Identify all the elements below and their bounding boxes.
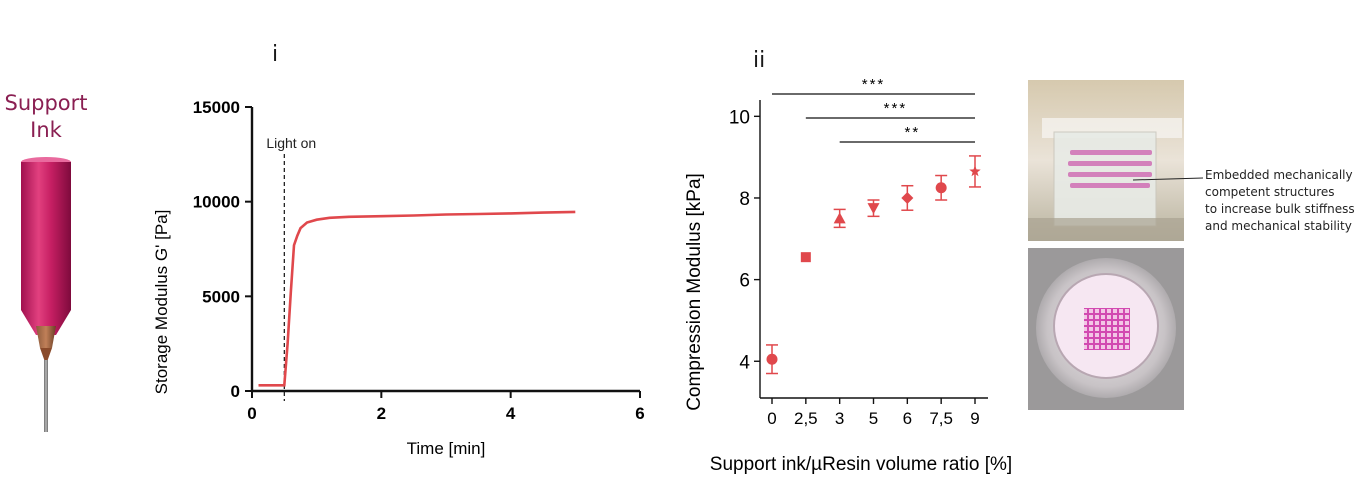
panel-label-ii: ii: [753, 48, 766, 73]
panel-label-i: i: [272, 42, 279, 67]
chart2-x-tick-label: 5: [869, 409, 878, 428]
top-view-photo: [1028, 248, 1184, 410]
data-point: [901, 191, 914, 204]
significance-label: ***: [862, 76, 886, 93]
chart2-points: [766, 155, 981, 375]
chart1-ylabel: Storage Modulus G' [Pa]: [152, 210, 171, 395]
light-on-label: Light on: [266, 135, 316, 151]
annotation-line1: Embedded mechanically: [1205, 168, 1353, 182]
chart1-axes: [250, 107, 640, 393]
chart2-y-tick-label: 4: [739, 352, 750, 373]
chart2-x-tick-label: 9: [970, 409, 979, 428]
chart2-ticks: 4 6 8 10 0 2,5 3 5 6 7,5 9: [729, 107, 980, 428]
data-point: [833, 212, 846, 224]
chart2-ylabel: Compression Modulus [kPa]: [684, 173, 705, 411]
chart2-x-tick-label: 3: [835, 409, 844, 428]
support-ink-title: Support Ink: [0, 90, 92, 144]
annotation-text: Embedded mechanically competent structur…: [1205, 167, 1355, 235]
chart2-xlabel: Support ink/µResin volume ratio [%]: [710, 454, 1012, 475]
support-ink-title-line1: Support: [4, 91, 88, 115]
data-point: [800, 252, 811, 263]
data-point: [969, 165, 981, 177]
annotation-pointer: [1133, 177, 1204, 181]
chart2-x-tick-label: 7,5: [929, 409, 953, 428]
data-point: [766, 353, 778, 365]
storage-modulus-series-line: [258, 210, 576, 387]
significance-label: ***: [884, 100, 908, 117]
chart1-xlabel: Time [min]: [407, 439, 486, 458]
chart1-y-tick-label: 5000: [202, 287, 240, 306]
chart2-axes: [759, 100, 988, 399]
data-point: [867, 203, 880, 215]
chart1-x-tick-label: 0: [247, 404, 256, 423]
significance-bars: ********: [772, 76, 975, 143]
chart2-y-tick-label: 8: [739, 189, 750, 210]
annotation-line3: to increase bulk stiffness: [1205, 202, 1355, 216]
syringe-illustration: [21, 157, 71, 432]
annotation-line4: and mechanical stability: [1205, 219, 1352, 233]
chart2-x-tick-label: 0: [767, 409, 776, 428]
support-ink-title-line2: Ink: [30, 118, 62, 142]
chart2-x-tick-label: 6: [903, 409, 912, 428]
chart1-x-tick-label: 4: [506, 404, 516, 423]
significance-label: **: [904, 124, 920, 141]
chart2-y-tick-label: 10: [729, 107, 750, 128]
chart1-x-tick-label: 6: [635, 404, 644, 423]
annotation-line2: competent structures: [1205, 185, 1335, 199]
side-view-photo: [1028, 80, 1184, 241]
data-point: [935, 182, 947, 194]
chart1-x-tick-label: 2: [377, 404, 386, 423]
chart1-y-tick-label: 15000: [193, 98, 240, 117]
chart1-ticks: 0 2 4 6 0 5000 10000 15000: [193, 98, 645, 423]
chart2-y-tick-label: 6: [739, 271, 750, 292]
chart2-x-tick-label: 2,5: [794, 409, 818, 428]
chart1-y-tick-label: 0: [231, 382, 240, 401]
chart1-y-tick-label: 10000: [193, 193, 240, 212]
